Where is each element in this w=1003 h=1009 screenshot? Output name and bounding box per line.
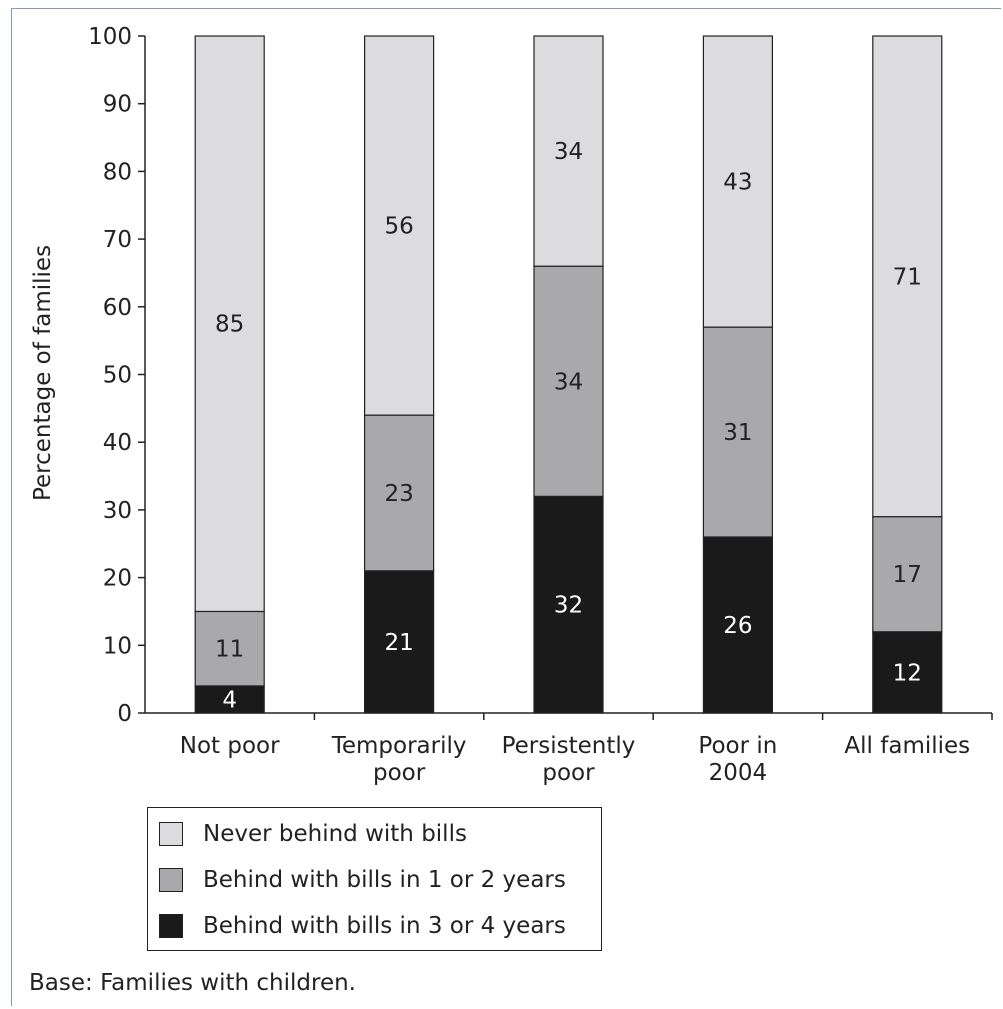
data-label: 4 [222, 687, 237, 713]
y-tick-label: 60 [103, 295, 132, 321]
legend-item: Never behind with bills [159, 819, 467, 849]
data-label: 23 [384, 481, 413, 507]
bar-segment [702, 536, 774, 714]
y-tick-label: 0 [117, 701, 132, 727]
y-tick-label: 30 [103, 498, 132, 524]
y-tick-label: 10 [103, 633, 132, 659]
y-tick-label: 50 [103, 363, 132, 389]
x-category-label: Not poor [180, 733, 280, 759]
x-category-label: 2004 [709, 760, 768, 786]
legend-item: Behind with bills in 3 or 4 years [159, 911, 566, 941]
data-label: 26 [723, 613, 752, 639]
x-category-label: poor [542, 760, 595, 786]
y-tick-label: 20 [103, 566, 132, 592]
y-axis-title: Percentage of families [30, 245, 56, 501]
legend: Never behind with bills Behind with bills… [147, 807, 602, 951]
bar-segment [194, 685, 265, 714]
legend-label: Never behind with bills [203, 821, 467, 847]
data-label: 11 [215, 637, 244, 663]
bar-segment [702, 35, 774, 328]
data-label: 71 [893, 264, 922, 290]
x-category-label: Temporarily [331, 733, 467, 759]
figure-frame [11, 8, 1001, 1006]
bar-segment [364, 570, 435, 714]
legend-swatch [159, 914, 183, 938]
data-label: 34 [554, 139, 583, 165]
x-category-label: All families [844, 733, 970, 759]
bar-segment [872, 631, 943, 714]
data-label: 34 [554, 369, 583, 395]
legend-label: Behind with bills in 1 or 2 years [203, 867, 566, 893]
legend-label: Behind with bills in 3 or 4 years [203, 913, 566, 939]
data-label: 56 [384, 214, 413, 240]
bar-segment [533, 495, 604, 714]
data-label: 32 [554, 593, 583, 619]
y-tick-label: 80 [103, 159, 132, 185]
bar-segment [872, 35, 943, 518]
y-tick-label: 70 [103, 227, 132, 253]
bars [194, 35, 943, 714]
legend-item: Behind with bills in 1 or 2 years [159, 865, 566, 895]
y-tick-label: 100 [88, 24, 132, 50]
data-label: 31 [723, 420, 752, 446]
bar-segment [364, 414, 435, 572]
bar-segment [364, 35, 435, 416]
legend-swatch [159, 868, 183, 892]
data-label: 43 [723, 170, 752, 196]
data-label: 17 [893, 562, 922, 588]
x-category-label: Persistently [502, 733, 636, 759]
data-label: 21 [384, 630, 413, 656]
bar-segment [533, 35, 604, 267]
legend-swatch [159, 822, 183, 846]
x-category-label: poor [373, 760, 426, 786]
bar-segment [194, 35, 265, 613]
base-footnote: Base: Families with children. [29, 970, 356, 996]
stacked-bar-chart: 0 10 20 30 40 50 60 70 80 90 100 4 11 85 Not poor 21 23… [30, 24, 993, 786]
data-label: 12 [893, 660, 922, 686]
y-tick-label: 40 [103, 430, 132, 456]
y-tick-label: 90 [103, 92, 132, 118]
x-category-label: Poor in [698, 733, 777, 759]
bar-segment [872, 516, 943, 633]
bar-segment [194, 610, 265, 687]
data-label: 85 [215, 312, 244, 338]
bar-segment [533, 265, 604, 497]
bar-segment [702, 326, 774, 538]
